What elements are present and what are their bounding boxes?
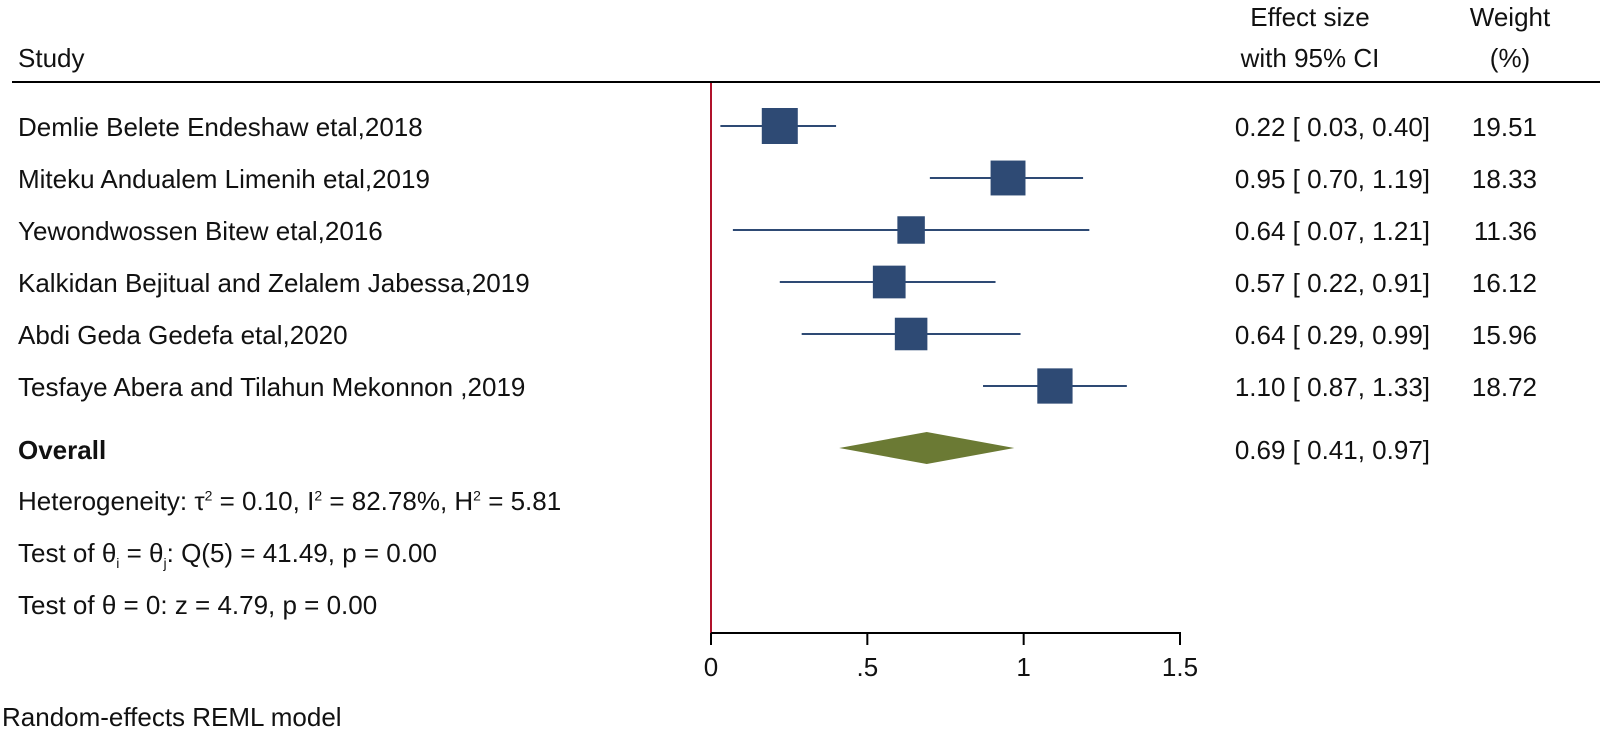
study-effect-marker (990, 160, 1026, 196)
study-name: Miteku Andualem Limenih etal,2019 (18, 164, 430, 194)
heterogeneity-text: Heterogeneity: τ2 = 0.10, I2 = 82.78%, H… (18, 486, 562, 516)
study-effect-marker (1037, 368, 1073, 404)
effect-size-header-line2: with 95% CI (1240, 43, 1380, 73)
overall-label: Overall (18, 435, 107, 465)
study-effect-marker (761, 108, 798, 144)
study-weight-text: 15.96 (1471, 320, 1537, 350)
study-weight-text: 18.72 (1471, 372, 1537, 402)
study-name: Kalkidan Bejitual and Zelalem Jabessa,20… (18, 268, 530, 298)
study-column-header: Study (18, 43, 85, 73)
study-ci-text: 0.57 [ 0.22, 0.91] (1234, 268, 1430, 298)
overall-ci-text: 0.69 [ 0.41, 0.97] (1234, 435, 1430, 465)
study-name: Tesfaye Abera and Tilahun Mekonnon ,2019 (18, 372, 526, 402)
study-name: Demlie Belete Endeshaw etal,2018 (18, 112, 423, 142)
effect-size-header-line1: Effect size (1250, 2, 1370, 32)
overall-diamond (839, 432, 1015, 464)
study-weight-text: 18.33 (1471, 164, 1537, 194)
study-weight-text: 19.51 (1471, 112, 1537, 142)
test-theta-i-theta-j: Test of θi = θj: Q(5) = 41.49, p = 0.00 (18, 538, 437, 572)
header-divider (12, 81, 1600, 83)
study-effect-marker (897, 216, 925, 244)
study-ci-text: 1.10 [ 0.87, 1.33] (1234, 372, 1430, 402)
study-effect-marker (894, 317, 928, 351)
study-name: Abdi Geda Gedefa etal,2020 (18, 320, 348, 350)
x-axis-tick-label: 1.5 (1162, 652, 1198, 682)
x-axis-tick-label: 0 (704, 652, 718, 682)
study-effect-marker (872, 265, 906, 299)
test-theta-zero: Test of θ = 0: z = 4.79, p = 0.00 (18, 590, 378, 620)
study-weight-text: 11.36 (1473, 216, 1537, 246)
x-axis-tick-label: .5 (856, 652, 878, 682)
study-ci-text: 0.22 [ 0.03, 0.40] (1234, 112, 1430, 142)
weight-header-line1: Weight (1469, 2, 1551, 32)
study-weight-text: 16.12 (1471, 268, 1537, 298)
x-axis-tick-label: 1 (1016, 652, 1030, 682)
study-name: Yewondwossen Bitew etal,2016 (18, 216, 383, 246)
weight-header-line2: (%) (1489, 43, 1531, 73)
study-ci-text: 0.64 [ 0.29, 0.99] (1234, 320, 1430, 350)
model-note: Random-effects REML model (2, 702, 342, 732)
study-ci-text: 0.95 [ 0.70, 1.19] (1234, 164, 1430, 194)
study-ci-text: 0.64 [ 0.07, 1.21] (1234, 216, 1430, 246)
